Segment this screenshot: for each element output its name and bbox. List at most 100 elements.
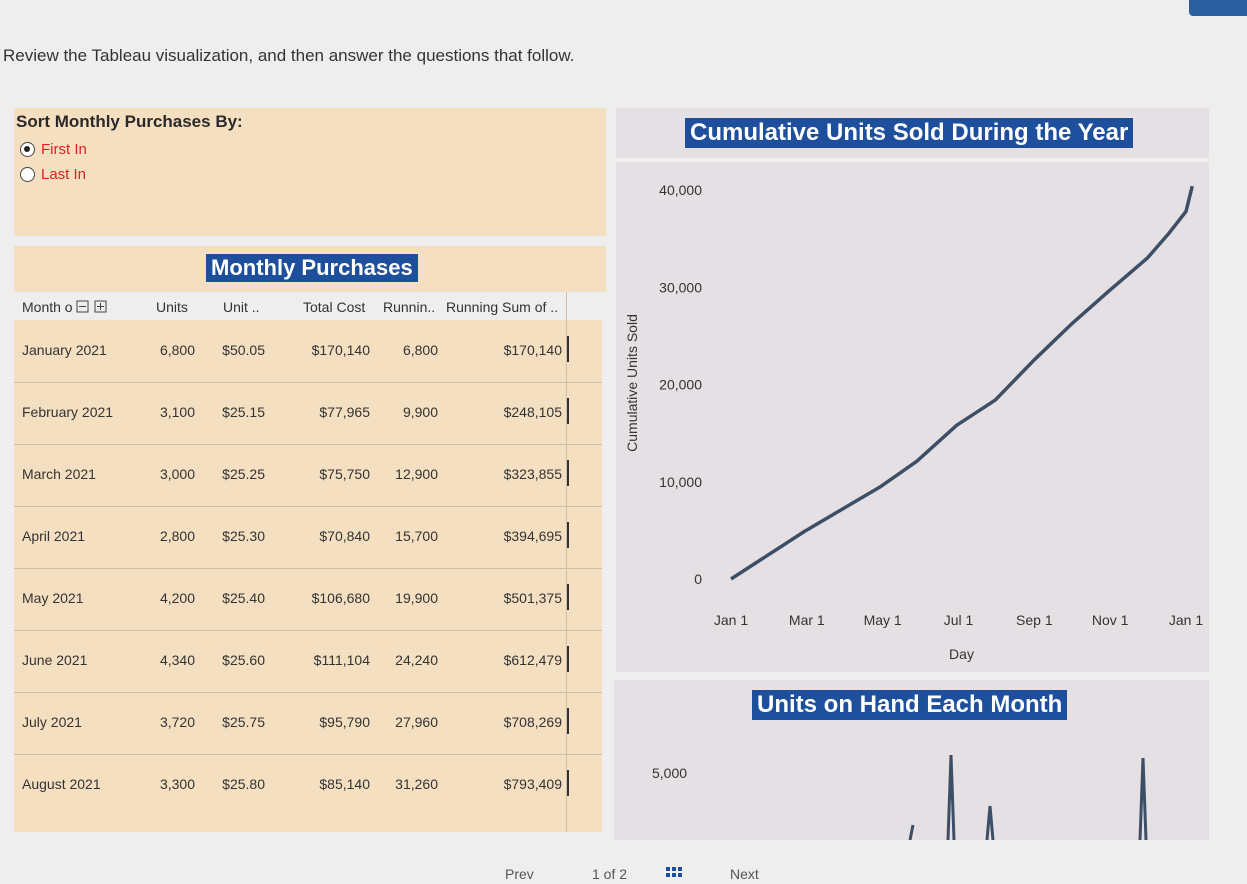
cumulative-units-chart[interactable]: 0 10,000 20,000 30,000 40,000 Jan 1 Mar 1 May 1…	[616, 162, 1209, 672]
table-cell-running-units: 12,900	[395, 466, 438, 482]
table-cell-units: 3,300	[159, 776, 195, 792]
col-header-running-units[interactable]: Runnin..	[383, 299, 436, 315]
uoh-y-tick-label: 5,000	[652, 765, 688, 781]
col-header-total-cost[interactable]: Total Cost	[303, 299, 366, 315]
collapse-expand-icon[interactable]	[76, 300, 112, 314]
uoh-line-segment	[985, 805, 995, 840]
table-cell-total-cost: $95,790	[319, 714, 370, 730]
table-cell-total-cost: $70,840	[319, 528, 370, 544]
running-sum-bar	[567, 336, 569, 362]
row-separator	[14, 382, 602, 383]
running-sum-bar	[567, 584, 569, 610]
x-tick-label: Jul 1	[944, 612, 974, 628]
table-cell-month: April 2021	[22, 528, 86, 544]
x-tick-label: Mar 1	[789, 612, 825, 628]
sort-title: Sort Monthly Purchases By:	[16, 112, 243, 131]
radio-unselected-icon[interactable]	[20, 167, 35, 182]
table-cell-unit-cost: $25.15	[222, 404, 265, 420]
table-cell-running-units: 6,800	[402, 342, 438, 358]
row-separator	[14, 754, 602, 755]
table-cell-running-sum: $612,479	[503, 652, 562, 668]
table-cell-running-units: 15,700	[395, 528, 438, 544]
table-cell-total-cost: $106,680	[311, 590, 370, 606]
radio-first-in-label: First In	[41, 141, 87, 158]
running-sum-bar	[567, 646, 569, 672]
prev-link[interactable]: Prev	[505, 866, 534, 882]
row-separator	[14, 568, 602, 569]
table-cell-unit-cost: $25.30	[222, 528, 265, 544]
table-cell-running-units: 19,900	[395, 590, 438, 606]
cumulative-chart-area	[616, 162, 1209, 672]
x-tick-label: Jan 1	[1169, 612, 1203, 628]
col-header-unit-cost[interactable]: Unit ..	[223, 299, 260, 315]
y-tick-label: 30,000	[659, 279, 702, 295]
cumulative-units-line[interactable]	[730, 185, 1194, 581]
table-cell-total-cost: $85,140	[319, 776, 370, 792]
table-cell-month: February 2021	[22, 404, 114, 420]
grid-icon[interactable]	[666, 866, 684, 878]
table-cell-running-sum: $708,269	[503, 714, 562, 730]
instruction-text: Review the Tableau visualization, and th…	[3, 46, 575, 65]
table-cell-running-sum: $793,409	[503, 776, 562, 792]
y-tick-label: 0	[694, 571, 702, 587]
table-cell-unit-cost: $25.25	[222, 466, 265, 482]
y-tick-label: 40,000	[659, 182, 702, 198]
cumulative-chart-title: Cumulative Units Sold During the Year	[685, 118, 1134, 148]
x-tick-label: Sep 1	[1016, 612, 1053, 628]
row-separator	[14, 692, 602, 693]
table-cell-month: August 2021	[22, 776, 101, 792]
col-header-month[interactable]: Month o	[22, 299, 112, 315]
table-cell-running-units: 9,900	[402, 404, 438, 420]
table-cell-month: January 2021	[22, 342, 107, 358]
table-cell-units: 3,000	[159, 466, 195, 482]
table-cell-running-units: 24,240	[395, 652, 438, 668]
table-cell-month: July 2021	[22, 714, 82, 730]
table-cell-unit-cost: $25.80	[222, 776, 265, 792]
table-cell-unit-cost: $25.40	[222, 590, 265, 606]
table-cell-total-cost: $75,750	[319, 466, 370, 482]
bottom-bar	[0, 840, 1247, 879]
sort-panel	[14, 108, 606, 236]
table-cell-units: 3,720	[159, 714, 195, 730]
table-cell-total-cost: $170,140	[311, 342, 370, 358]
table-divider	[566, 292, 567, 832]
table-cell-total-cost: $111,104	[313, 652, 370, 668]
x-tick-label: Nov 1	[1092, 612, 1129, 628]
table-cell-month: May 2021	[22, 590, 84, 606]
monthly-purchases-title: Monthly Purchases	[206, 254, 418, 282]
x-tick-label: Jan 1	[714, 612, 748, 628]
row-separator	[14, 630, 602, 631]
table-cell-units: 2,800	[159, 528, 195, 544]
table-cell-unit-cost: $50.05	[222, 342, 265, 358]
monthly-purchases-table	[14, 320, 602, 832]
table-cell-month: June 2021	[22, 652, 88, 668]
table-cell-running-units: 31,260	[395, 776, 438, 792]
running-sum-bar	[567, 708, 569, 734]
row-separator	[14, 444, 602, 445]
col-header-running-sum[interactable]: Running Sum of ..	[446, 299, 559, 315]
table-cell-running-sum: $248,105	[503, 404, 562, 420]
radio-selected-icon[interactable]	[20, 142, 35, 157]
table-cell-units: 3,100	[159, 404, 195, 420]
radio-last-in[interactable]: Last In	[20, 166, 86, 183]
radio-first-in[interactable]: First In	[20, 141, 87, 158]
top-right-button[interactable]	[1189, 0, 1247, 16]
table-cell-total-cost: $77,965	[319, 404, 370, 420]
next-link[interactable]: Next	[730, 866, 759, 882]
col-header-units[interactable]: Units	[156, 299, 188, 315]
units-on-hand-title: Units on Hand Each Month	[752, 690, 1068, 720]
radio-last-in-label: Last In	[41, 166, 87, 183]
x-axis-title: Day	[949, 646, 974, 662]
uoh-line-segment	[946, 754, 956, 840]
running-sum-bar	[567, 398, 569, 424]
table-cell-unit-cost: $25.60	[222, 652, 265, 668]
y-tick-label: 10,000	[659, 474, 702, 490]
page-indicator: 1 of 2	[592, 866, 628, 882]
running-sum-bar	[567, 460, 569, 486]
table-cell-running-sum: $170,140	[503, 342, 562, 358]
running-sum-bar	[567, 522, 569, 548]
units-on-hand-chart[interactable]	[614, 740, 1209, 840]
y-tick-label: 20,000	[659, 377, 702, 393]
x-tick-label: May 1	[864, 612, 902, 628]
running-sum-bar	[567, 770, 569, 796]
